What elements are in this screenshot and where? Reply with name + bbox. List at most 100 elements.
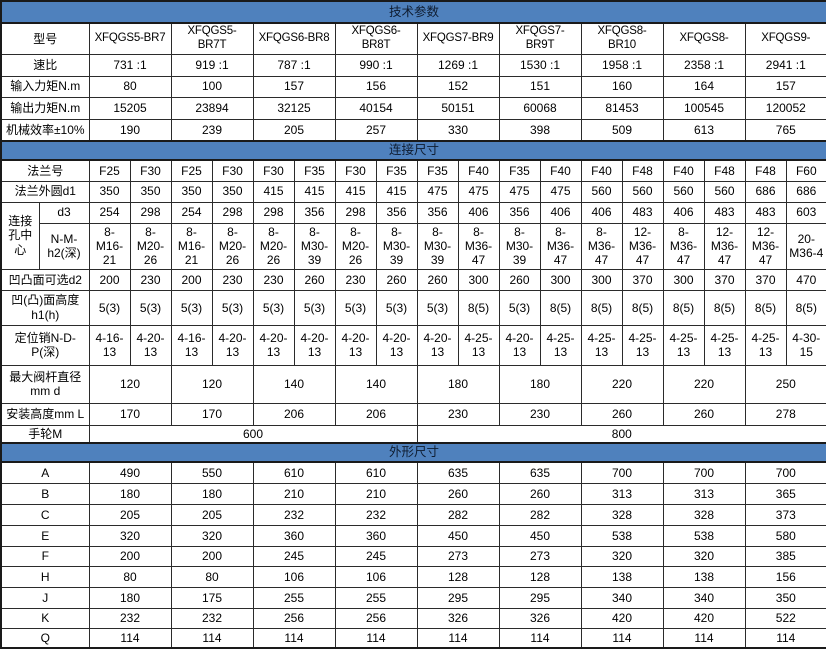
cell: 406 <box>662 201 705 224</box>
cell: 350 <box>744 586 826 609</box>
cell: 373 <box>744 503 826 526</box>
cell: 120 <box>170 364 254 404</box>
cell: 12-M36-47 <box>621 222 664 270</box>
cell: 114 <box>252 627 336 649</box>
cell: 230 <box>211 268 254 291</box>
cell: 8-M36-47 <box>539 222 582 270</box>
cell: 313 <box>662 482 746 505</box>
cell: 415 <box>334 180 377 203</box>
cell: 8-M20-26 <box>252 222 295 270</box>
cell: 8-M30-39 <box>293 222 336 270</box>
cell: 8-M20-26 <box>129 222 172 270</box>
cell: 990 :1 <box>334 53 418 77</box>
table-row: K 232 232 256 256 326 326 420 420 522 <box>0 607 826 629</box>
cell: 164 <box>662 75 746 98</box>
table-row: Q 114 114 114 114 114 114 114 114 114 <box>0 627 826 649</box>
cell: 613 <box>662 118 746 142</box>
cell: 800 <box>416 424 826 444</box>
cell: 114 <box>416 627 500 649</box>
cell: 330 <box>416 118 500 142</box>
cell: 475 <box>539 180 582 203</box>
cell: 509 <box>580 118 664 142</box>
cell: 919 :1 <box>170 53 254 77</box>
cell: 8-M36-47 <box>457 222 500 270</box>
cell: 260 <box>580 402 664 426</box>
cell: 254 <box>170 201 213 224</box>
cell: 20-M36-4 <box>785 222 826 270</box>
cell: 483 <box>744 201 787 224</box>
cell: 260 <box>416 268 459 291</box>
cell: 200 <box>170 268 213 291</box>
cell: 5(3) <box>498 289 541 326</box>
cell: 180 <box>88 586 172 609</box>
cell: 8-M20-26 <box>334 222 377 270</box>
cell: 356 <box>293 201 336 224</box>
cell: 157 <box>744 75 826 98</box>
cell: 60068 <box>498 96 582 120</box>
cell: F48 <box>621 159 664 182</box>
cell: 23894 <box>170 96 254 120</box>
cell: 5(3) <box>375 289 418 326</box>
cell: XFQGS6-BR8T <box>334 22 418 55</box>
cell: F35 <box>498 159 541 182</box>
table-row: 速比 731 :1 919 :1 787 :1 990 :1 1269 :1 1530 :1… <box>0 53 826 77</box>
section-header: 外形尺寸 <box>0 442 826 464</box>
cell: 128 <box>498 565 582 588</box>
cell: 260 <box>416 482 500 505</box>
cell: 206 <box>252 402 336 426</box>
cell: 190 <box>88 118 172 142</box>
cell: 4-20-13 <box>498 324 541 366</box>
cell: 295 <box>416 586 500 609</box>
cell: 180 <box>170 482 254 505</box>
cell: 15205 <box>88 96 172 120</box>
cell: 420 <box>662 607 746 629</box>
cell: 4-30-15 <box>785 324 826 366</box>
cell: 170 <box>88 402 172 426</box>
cell: 282 <box>416 503 500 526</box>
cell: 320 <box>170 524 254 547</box>
cell: 350 <box>211 180 254 203</box>
cell: 420 <box>580 607 664 629</box>
cell: 475 <box>416 180 459 203</box>
table-row: E 320 320 360 360 450 450 538 538 580 <box>0 524 826 547</box>
cell: 635 <box>498 461 582 484</box>
cell: 232 <box>170 607 254 629</box>
cell: 8-M36-47 <box>662 222 705 270</box>
cell: 230 <box>498 402 582 426</box>
table-row: 连接孔中心 d3 254 298 254 298 298 356 298 356 356 406 356… <box>0 201 826 270</box>
table-row: A 490 550 610 610 635 635 700 700 700 <box>0 461 826 484</box>
cell: XFQGS9- <box>744 22 826 55</box>
cell: 398 <box>498 118 582 142</box>
row-label: 型号 <box>0 22 90 55</box>
cell: 114 <box>498 627 582 649</box>
cell: 140 <box>334 364 418 404</box>
cell: 8-M36-47 <box>580 222 623 270</box>
cell: 522 <box>744 607 826 629</box>
table-row: N-M-h2(深) 8-M16-21 8-M20-26 8-M16-21 8-M20-2… <box>1 222 826 270</box>
table-row: 凹(凸)面高度h1(h) 5(3) 5(3) 5(3) 5(3) 5(3) 5(3) 5(3)… <box>0 289 826 326</box>
cell: 700 <box>662 461 746 484</box>
cell: 8(5) <box>457 289 500 326</box>
row-sublabel: d3 <box>38 201 90 224</box>
cell: 114 <box>334 627 418 649</box>
cell: 600 <box>88 424 418 444</box>
cell: 538 <box>662 524 746 547</box>
cell: 8-M16-21 <box>170 222 213 270</box>
cell: 295 <box>498 586 582 609</box>
section-header-row: 外形尺寸 <box>0 442 826 464</box>
row-label: 凹(凸)面高度h1(h) <box>0 289 90 326</box>
cell: 152 <box>416 75 500 98</box>
row-sublabel: N-M-h2(深) <box>38 222 90 270</box>
cell: 550 <box>170 461 254 484</box>
row-label: 最大阀杆直径mm d <box>0 364 90 404</box>
cell: 4-20-13 <box>334 324 377 366</box>
cell: 320 <box>580 545 664 567</box>
cell: 406 <box>457 201 500 224</box>
section-header: 技术参数 <box>0 0 826 24</box>
cell: 5(3) <box>129 289 172 326</box>
cell: 4-25-13 <box>621 324 664 366</box>
cell: 260 <box>498 482 582 505</box>
cell: 232 <box>334 503 418 526</box>
cell: F30 <box>211 159 254 182</box>
cell: 100 <box>170 75 254 98</box>
